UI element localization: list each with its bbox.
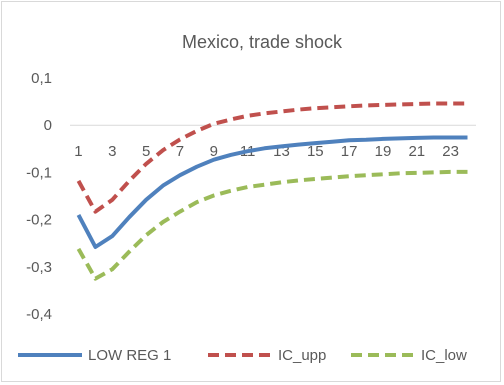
- series-line-low-reg-1: [76, 135, 468, 249]
- x-tick-label: 3: [108, 143, 116, 160]
- x-tick-label: 23: [442, 143, 459, 160]
- y-tick-label: -0,3: [26, 259, 52, 276]
- x-tick-label: 7: [176, 143, 184, 160]
- x-tick-label: 5: [142, 143, 150, 160]
- y-tick-label: -0,4: [26, 306, 52, 323]
- x-tick-label: 17: [341, 143, 358, 160]
- y-tick-label: -0,1: [26, 164, 52, 181]
- series-lines: [76, 101, 468, 281]
- series-line-ic-upp: [76, 101, 468, 214]
- legend-label: IC_upp: [278, 347, 326, 364]
- series-line-ic-low: [76, 169, 468, 281]
- x-tick-label: 21: [408, 143, 425, 160]
- legend: LOW REG 1 IC_upp IC_low: [18, 347, 467, 364]
- y-tick-label: 0,1: [31, 70, 52, 87]
- x-tick-label: 15: [307, 143, 324, 160]
- x-tick-label: 1: [74, 143, 82, 160]
- x-axis: 1 3 5 7 9 11 13 15 17 19 21 23: [70, 124, 476, 160]
- chart-title: Mexico, trade shock: [182, 32, 343, 52]
- y-tick-label: -0,2: [26, 212, 52, 229]
- x-tick-label: 19: [375, 143, 392, 160]
- y-axis-tick-labels: 0,1 0 -0,1 -0,2 -0,3 -0,4: [26, 70, 52, 323]
- y-tick-label: 0: [44, 117, 52, 134]
- x-tick-label: 9: [210, 143, 218, 160]
- legend-label: LOW REG 1: [88, 347, 171, 364]
- legend-label: IC_low: [421, 347, 467, 364]
